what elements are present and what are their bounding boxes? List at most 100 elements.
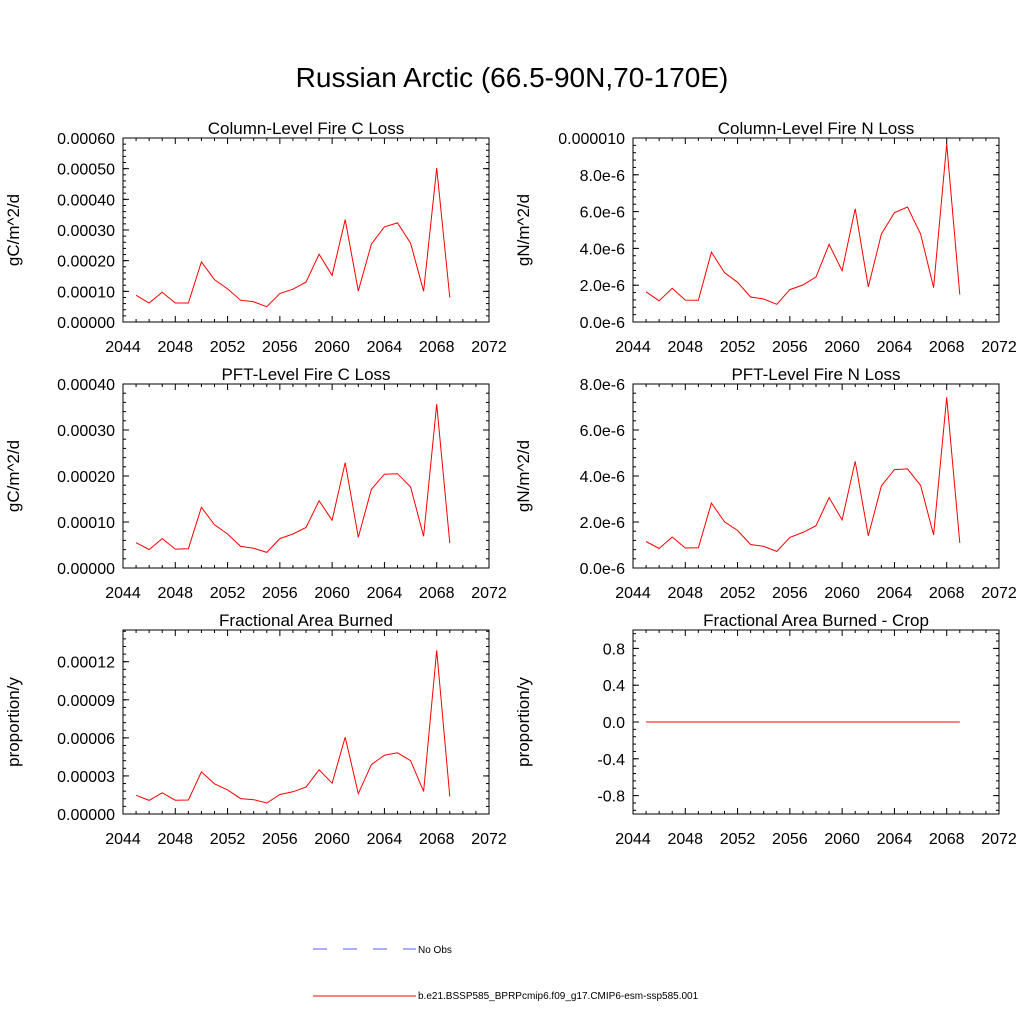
y-axis-label: proportion/y [4, 677, 23, 767]
y-tick-label: -0.4 [597, 752, 625, 769]
y-tick-label: 0.00030 [57, 423, 115, 440]
plot-frame [122, 383, 490, 569]
legend-label-no-obs: No Obs [418, 945, 452, 956]
x-tick-label: 2056 [772, 831, 808, 848]
chart-panel-4: PFT-Level Fire N Loss gN/m^2/d 2044 2048 205… [514, 365, 1017, 602]
series-line [645, 143, 961, 305]
x-tick-label: 2072 [981, 339, 1017, 356]
x-tick-label: 2072 [471, 585, 507, 602]
y-tick-label: 0.00006 [57, 731, 115, 748]
chart-panel-6: Fractional Area Burned - Crop proportion/… [514, 611, 1017, 848]
y-axis-label: proportion/y [514, 677, 533, 767]
page-title: Russian Arctic (66.5-90N,70-170E) [295, 62, 729, 93]
y-tick-label: 0.00050 [57, 162, 115, 179]
x-tick-label: 2072 [981, 585, 1017, 602]
series-line [135, 168, 451, 308]
y-tick-label: 6.0e-6 [580, 205, 625, 222]
y-tick-label: 0.00000 [57, 807, 115, 824]
panel-title: Column-Level Fire N Loss [718, 119, 915, 138]
y-tick-label: 0.00040 [57, 192, 115, 209]
panel-title: Column-Level Fire C Loss [208, 119, 405, 138]
x-tick-label: 2072 [471, 339, 507, 356]
x-tick-label: 2072 [981, 831, 1017, 848]
x-tick-label: 2064 [367, 831, 403, 848]
chart-panel-5: Fractional Area Burned proportion/y 2044 20… [4, 611, 507, 848]
x-tick-label: 2068 [419, 339, 455, 356]
y-tick-label: 0.000010 [558, 131, 625, 148]
y-tick-label: 0.00010 [57, 515, 115, 532]
y-tick-label: 6.0e-6 [580, 423, 625, 440]
y-tick-label: 8.0e-6 [580, 168, 625, 185]
x-tick-label: 2044 [105, 339, 141, 356]
x-tick-label: 2044 [615, 831, 651, 848]
y-tick-label: 0.00020 [57, 469, 115, 486]
x-tick-label: 2048 [157, 339, 193, 356]
y-tick-label: 0.0 [603, 715, 625, 732]
y-tick-label: 0.4 [603, 678, 625, 695]
x-tick-label: 2056 [262, 339, 298, 356]
x-tick-label: 2048 [667, 831, 703, 848]
x-tick-label: 2056 [772, 339, 808, 356]
y-tick-label: 0.00000 [57, 561, 115, 578]
y-tick-label: 4.0e-6 [580, 469, 625, 486]
chart-panel-3: PFT-Level Fire C Loss gC/m^2/d 2044 2048 205… [4, 365, 507, 602]
x-tick-label: 2064 [877, 831, 913, 848]
chart-panel-2: Column-Level Fire N Loss gN/m^2/d 2044 2048… [514, 119, 1017, 356]
x-tick-label: 2068 [929, 585, 965, 602]
y-tick-label: 0.0e-6 [580, 561, 625, 578]
legend-label-case: b.e21.BSSP585_BPRPcmip6.f09_g17.CMIP6-es… [418, 991, 699, 1002]
y-tick-label: 4.0e-6 [580, 241, 625, 258]
x-tick-label: 2052 [720, 339, 756, 356]
y-tick-label: -0.8 [597, 789, 625, 806]
x-tick-label: 2068 [419, 585, 455, 602]
y-tick-label: 0.0e-6 [580, 315, 625, 332]
series-line [645, 397, 961, 552]
x-tick-label: 2060 [314, 339, 350, 356]
panel-title: PFT-Level Fire C Loss [221, 365, 390, 384]
x-tick-label: 2060 [824, 585, 860, 602]
legend: No Obs b.e21.BSSP585_BPRPcmip6.f09_g17.CM… [313, 945, 699, 1002]
y-tick-label: 0.00009 [57, 693, 115, 710]
y-tick-label: 0.00040 [57, 377, 115, 394]
panel-title: PFT-Level Fire N Loss [731, 365, 900, 384]
y-tick-label: 0.00012 [57, 655, 115, 672]
y-axis-label: gC/m^2/d [4, 194, 23, 266]
x-tick-label: 2068 [929, 831, 965, 848]
x-tick-label: 2044 [615, 339, 651, 356]
x-tick-label: 2064 [877, 585, 913, 602]
x-tick-label: 2068 [929, 339, 965, 356]
x-tick-label: 2044 [615, 585, 651, 602]
x-tick-label: 2064 [367, 339, 403, 356]
y-tick-label: 0.00020 [57, 254, 115, 271]
x-tick-label: 2052 [210, 831, 246, 848]
y-tick-label: 8.0e-6 [580, 377, 625, 394]
y-tick-label: 0.00010 [57, 284, 115, 301]
y-axis-label: gC/m^2/d [4, 440, 23, 512]
x-tick-label: 2056 [262, 831, 298, 848]
x-tick-label: 2064 [877, 339, 913, 356]
x-tick-label: 2064 [367, 585, 403, 602]
x-tick-label: 2052 [210, 585, 246, 602]
y-axis-label: gN/m^2/d [514, 440, 533, 512]
x-tick-label: 2052 [210, 339, 246, 356]
y-tick-label: 2.0e-6 [580, 515, 625, 532]
x-tick-label: 2052 [720, 585, 756, 602]
x-tick-label: 2044 [105, 585, 141, 602]
x-tick-label: 2056 [772, 585, 808, 602]
x-tick-label: 2056 [262, 585, 298, 602]
x-tick-label: 2048 [157, 585, 193, 602]
y-axis-label: gN/m^2/d [514, 194, 533, 266]
x-tick-label: 2068 [419, 831, 455, 848]
panel-title: Fractional Area Burned - Crop [703, 611, 929, 630]
x-tick-label: 2044 [105, 831, 141, 848]
y-tick-label: 0.00000 [57, 315, 115, 332]
plot-frame [122, 137, 490, 323]
panel-title: Fractional Area Burned [219, 611, 393, 630]
y-tick-label: 0.00060 [57, 131, 115, 148]
x-tick-label: 2060 [314, 585, 350, 602]
x-tick-label: 2048 [667, 339, 703, 356]
x-tick-label: 2060 [824, 831, 860, 848]
plot-frame [632, 137, 1000, 323]
x-tick-label: 2060 [824, 339, 860, 356]
